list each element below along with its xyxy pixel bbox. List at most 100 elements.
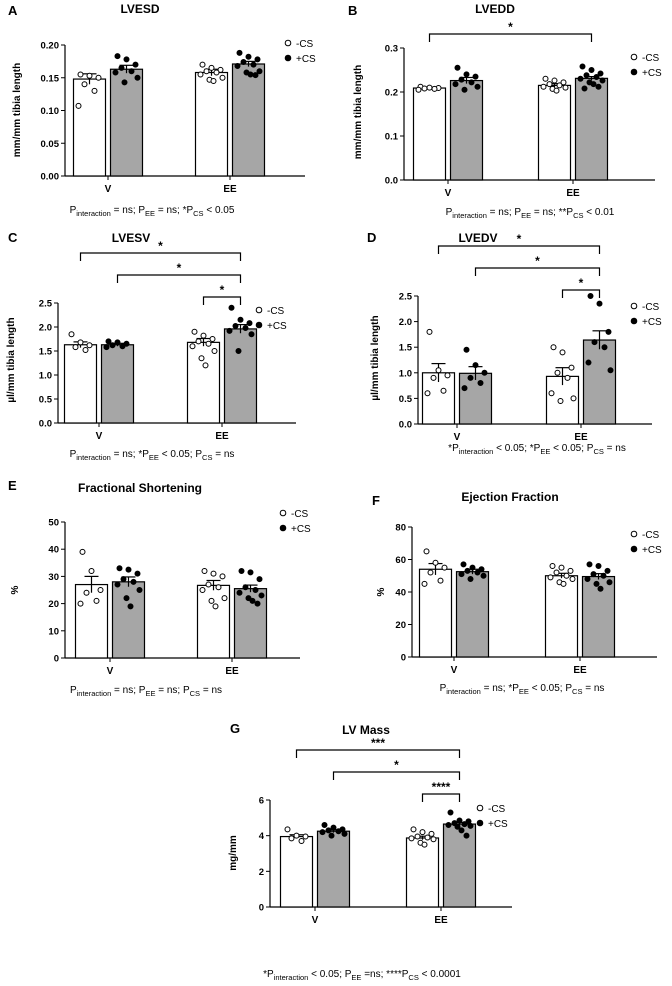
- footnote-text: = ns; **P: [531, 207, 573, 218]
- y-axis-label: mm/mm tibia length: [12, 63, 23, 157]
- significance-bracket: [421, 793, 461, 802]
- data-point: [567, 567, 574, 574]
- footnote-text: < 0.05; P: [308, 969, 351, 980]
- data-point: [208, 597, 215, 604]
- data-point: [444, 372, 451, 379]
- footnote-text: < 0.05; P: [159, 449, 202, 460]
- bar: [223, 328, 258, 424]
- data-point: [121, 79, 128, 86]
- significance-label: *: [517, 232, 522, 246]
- data-point: [114, 53, 121, 60]
- data-point: [252, 587, 259, 593]
- data-point: [553, 87, 560, 94]
- y-axis-label: µl/mm tibia length: [6, 317, 17, 402]
- data-point: [596, 300, 603, 307]
- legend-marker: [279, 524, 287, 532]
- y-tick-label: 0.5: [399, 394, 413, 405]
- significance-label: *: [394, 758, 399, 772]
- legend: -CS +CS: [476, 804, 508, 830]
- data-point: [599, 77, 606, 84]
- data-point: [330, 824, 337, 831]
- data-point: [604, 567, 611, 574]
- data-point: [199, 587, 206, 593]
- significance-label: *: [158, 239, 163, 253]
- data-point: [463, 832, 470, 839]
- data-point: [549, 563, 556, 569]
- chart-title: Ejection Fraction: [461, 490, 558, 504]
- y-tick-label: 60: [395, 555, 406, 566]
- data-point: [601, 344, 608, 351]
- bar: [74, 583, 109, 659]
- data-point: [219, 74, 226, 81]
- data-point: [325, 827, 332, 834]
- data-point: [86, 72, 93, 79]
- legend: -CS +CS: [630, 530, 662, 556]
- footnote-subscript: EE: [351, 973, 361, 982]
- footnote-text: < 0.05; P: [550, 443, 593, 454]
- data-point: [247, 569, 254, 576]
- data-point: [215, 584, 222, 591]
- data-point: [83, 589, 90, 596]
- data-point: [213, 69, 220, 76]
- data-point: [408, 835, 415, 842]
- data-point: [591, 339, 598, 346]
- bar: [449, 79, 484, 181]
- data-point: [246, 320, 253, 327]
- data-point: [421, 580, 428, 587]
- data-point: [410, 826, 417, 833]
- data-point: [242, 324, 249, 331]
- data-point: [472, 362, 479, 369]
- footnote-text: < 0.05; *P: [493, 443, 540, 454]
- data-point: [302, 833, 309, 840]
- data-point: [560, 580, 567, 587]
- panel-d: D LVEDV 0.0 0.5 1.0 1.5 2.0 2.5 V EE µl/mm tibia l…: [367, 230, 662, 456]
- legend-label: +CS: [642, 68, 662, 79]
- y-axis-label: %: [10, 585, 21, 594]
- legend-marker: [630, 53, 638, 61]
- stats-footnote: *Pinteraction < 0.05; *PEE < 0.05; PCS =…: [448, 443, 626, 456]
- data-point: [234, 62, 241, 69]
- data-point: [245, 595, 252, 602]
- footnote-text: = ns; P: [111, 685, 146, 696]
- footnote-subscript: interaction: [76, 209, 111, 218]
- data-point: [119, 343, 126, 350]
- footnote-subscript: EE: [145, 689, 155, 698]
- y-tick-label: 10: [48, 626, 59, 637]
- legend-label: +CS: [291, 524, 311, 535]
- data-point: [79, 548, 86, 555]
- y-tick-label: 0.15: [41, 73, 60, 84]
- data-point: [205, 340, 212, 347]
- panel-label: D: [367, 230, 376, 245]
- legend-label: +CS: [296, 54, 316, 65]
- y-tick-label: 0: [259, 903, 264, 914]
- data-point: [288, 835, 295, 842]
- panel-label: A: [8, 3, 18, 18]
- footnote-text: =ns; ****P: [361, 969, 408, 980]
- footnote-subscript: interaction: [459, 447, 494, 456]
- bar: [455, 571, 490, 658]
- data-point: [254, 600, 261, 607]
- chart-title: LV Mass: [342, 723, 390, 737]
- x-tick-label: V: [445, 188, 452, 199]
- legend-label: -CS: [642, 53, 660, 64]
- significance-label: *: [508, 20, 513, 34]
- data-point: [464, 567, 471, 574]
- data-point: [328, 832, 335, 839]
- data-point: [474, 83, 481, 90]
- footnote-subscript: CS: [190, 689, 200, 698]
- data-point: [88, 567, 95, 574]
- y-axis-label: mm/mm tibia length: [353, 65, 364, 159]
- data-point: [252, 72, 259, 79]
- data-point: [421, 85, 428, 92]
- data-point: [321, 821, 328, 828]
- panel-label: G: [230, 721, 240, 736]
- y-tick-label: 1.0: [399, 368, 412, 379]
- data-point: [341, 830, 348, 837]
- data-point: [546, 81, 553, 88]
- footnote-subscript: CS: [408, 973, 418, 982]
- data-point: [467, 374, 474, 381]
- bar: [63, 344, 98, 424]
- legend-marker: [476, 804, 484, 812]
- data-point: [136, 587, 143, 593]
- data-point: [590, 571, 597, 578]
